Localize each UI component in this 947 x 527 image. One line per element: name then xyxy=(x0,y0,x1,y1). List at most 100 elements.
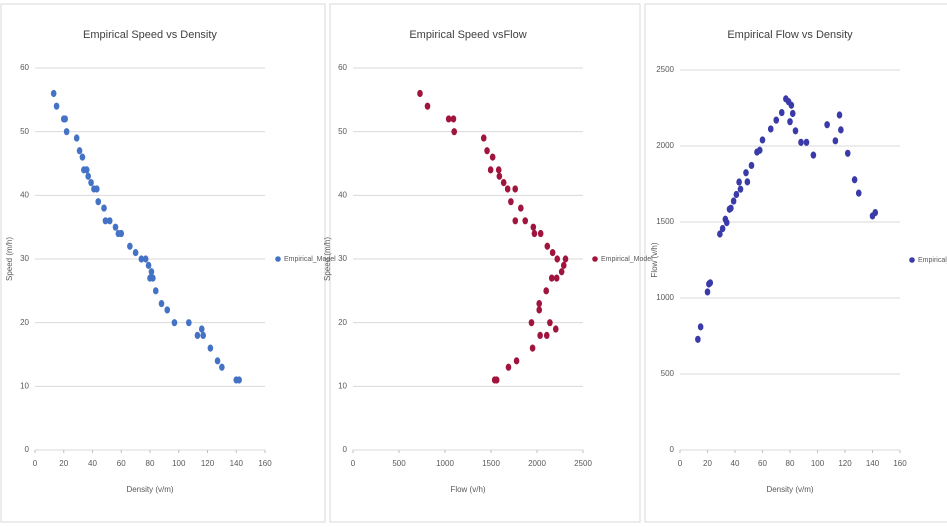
point xyxy=(543,287,549,295)
point xyxy=(219,363,225,371)
point xyxy=(737,185,744,193)
y-tick-label: 0 xyxy=(343,445,348,454)
point xyxy=(855,189,862,197)
point xyxy=(127,242,133,250)
point xyxy=(513,357,520,365)
point xyxy=(148,268,155,276)
point xyxy=(101,204,107,212)
y-tick-label: 0 xyxy=(670,445,675,454)
x-axis-label: Density (v/m) xyxy=(126,485,173,494)
chart: Empirical Flow vs Density050010001500200… xyxy=(650,29,947,494)
point xyxy=(547,319,553,327)
point xyxy=(838,126,844,134)
point xyxy=(118,229,125,238)
legend-marker xyxy=(275,256,281,262)
point xyxy=(445,115,452,123)
point xyxy=(695,335,701,343)
point xyxy=(85,172,91,180)
x-tick-label: 140 xyxy=(866,459,880,468)
chart: Empirical Speed vs Density 0 10 20 30 40 50 60 0… xyxy=(5,29,336,494)
point xyxy=(518,204,524,212)
point xyxy=(792,127,799,135)
point xyxy=(480,134,487,142)
chart-title: Empirical Speed vsFlow xyxy=(409,29,526,41)
point xyxy=(132,249,139,257)
chart-title: Empirical Speed vs Density xyxy=(83,29,217,41)
y-tick-label: 50 xyxy=(338,127,347,136)
x-axis-label: Density (v/m) xyxy=(766,485,813,494)
point xyxy=(529,344,536,352)
point xyxy=(824,121,830,129)
x-tick-label: 60 xyxy=(117,459,126,468)
point xyxy=(553,274,560,282)
point xyxy=(723,219,730,227)
point xyxy=(95,198,102,206)
point xyxy=(236,376,242,384)
point xyxy=(798,138,804,146)
x-tick-label: 100 xyxy=(172,459,186,468)
point xyxy=(451,128,458,136)
point xyxy=(733,190,740,199)
y-tick-label: 20 xyxy=(20,318,29,327)
point xyxy=(194,331,201,339)
point xyxy=(158,299,165,308)
point xyxy=(537,331,543,339)
y-tick-label: 10 xyxy=(338,381,347,390)
point xyxy=(788,101,795,109)
point xyxy=(743,169,749,177)
point xyxy=(214,357,221,365)
point xyxy=(200,331,206,339)
point xyxy=(508,198,514,206)
y-tick-label: 2000 xyxy=(656,141,674,150)
point xyxy=(872,208,879,217)
point xyxy=(562,255,569,263)
point xyxy=(495,166,502,174)
legend-label: Empirical_Model xyxy=(918,257,947,264)
point xyxy=(844,149,851,157)
point xyxy=(484,147,490,155)
point xyxy=(530,223,537,231)
y-tick-label: 20 xyxy=(338,318,347,327)
point xyxy=(138,255,145,263)
point xyxy=(150,274,156,282)
point xyxy=(145,261,152,269)
point xyxy=(493,376,500,384)
point xyxy=(73,134,80,142)
point xyxy=(504,185,511,193)
x-tick-label: 20 xyxy=(703,459,712,468)
y-tick-label: 60 xyxy=(338,63,347,72)
point xyxy=(759,136,766,144)
point xyxy=(487,166,494,174)
point xyxy=(496,172,503,180)
x-tick-label: 0 xyxy=(33,459,38,468)
point xyxy=(79,153,86,161)
point xyxy=(544,242,551,250)
point xyxy=(744,178,751,186)
point xyxy=(171,319,178,327)
x-tick-label: 1500 xyxy=(482,459,500,468)
panel xyxy=(644,3,947,523)
point xyxy=(773,116,780,124)
point xyxy=(112,223,119,231)
y-tick-label: 30 xyxy=(20,254,29,263)
x-tick-label: 40 xyxy=(88,459,97,468)
point xyxy=(536,306,543,314)
point xyxy=(450,115,457,123)
point xyxy=(152,287,159,295)
chart: Empirical Speed vsFlow 0 10 20 30 40 50 60 0 500 1… xyxy=(323,29,653,494)
point xyxy=(417,89,423,98)
point xyxy=(836,111,843,119)
point xyxy=(512,185,518,193)
y-tick-label: 500 xyxy=(661,369,675,378)
point xyxy=(736,178,742,186)
y-tick-label: 60 xyxy=(20,63,29,72)
legend-label: Empirical_Model xyxy=(284,256,336,263)
x-tick-label: 120 xyxy=(838,459,852,468)
x-tick-label: 40 xyxy=(731,459,740,468)
x-tick-label: 140 xyxy=(230,459,244,468)
point xyxy=(787,118,793,126)
point xyxy=(803,138,810,146)
point xyxy=(832,137,839,145)
panel xyxy=(0,3,326,523)
